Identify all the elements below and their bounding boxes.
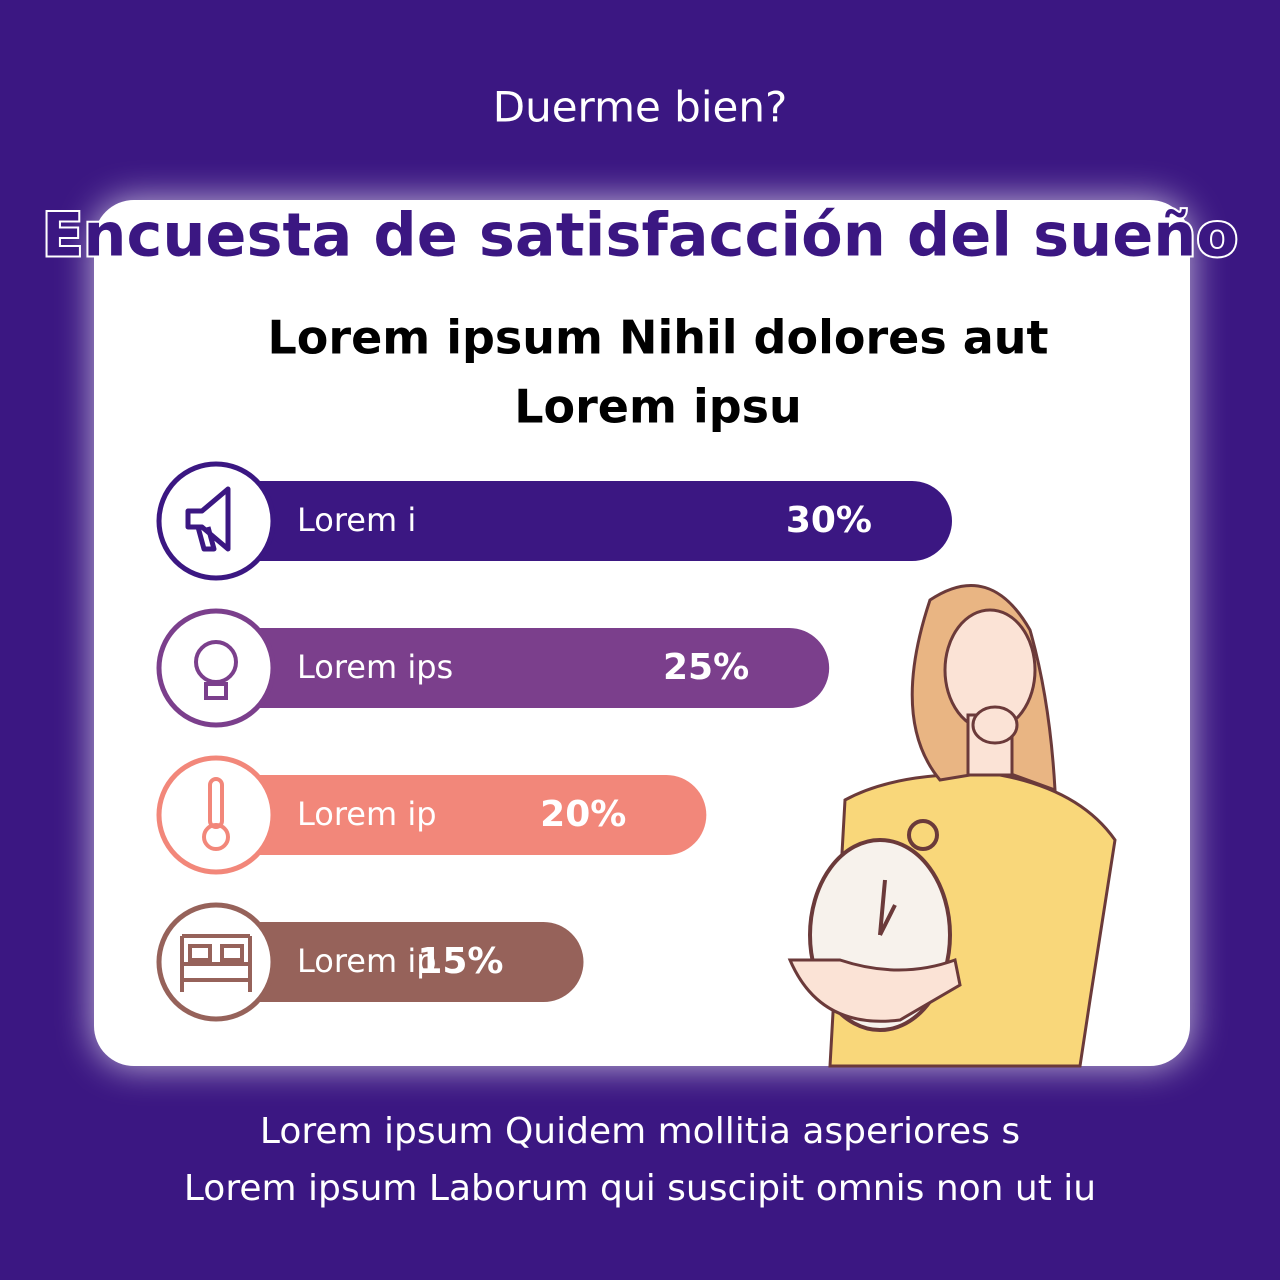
- icon: [204, 682, 228, 700]
- icon-circle: [156, 461, 276, 581]
- icon: [220, 944, 244, 962]
- icon: [180, 934, 252, 992]
- footer: Lorem ipsum Quidem mollitia asperiores s: [260, 1111, 1020, 1152]
- icon-circle: [156, 755, 276, 875]
- bar: [215, 775, 707, 855]
- bar: [215, 922, 584, 1002]
- title: Encuesta de satisfacción del sueño: [42, 201, 1238, 271]
- category-label: Lorem ip: [297, 942, 437, 980]
- illustration: [787, 584, 1117, 1068]
- heading: Lorem ipsu: [514, 380, 802, 434]
- icon: [185, 486, 231, 552]
- value-label: 15%: [417, 941, 503, 982]
- footer: Lorem ipsum Laborum qui suscipit omnis n…: [184, 1168, 1096, 1209]
- value-label: 30%: [786, 500, 872, 541]
- category-label: Lorem ip: [297, 795, 437, 833]
- icon: [188, 944, 212, 962]
- bars: Lorem i 30% Lorem ips 25% Lorem ip 20% Lorem i…: [156, 461, 952, 1022]
- category-label: Lorem ips: [297, 648, 453, 686]
- value-label: 20%: [540, 794, 626, 835]
- icon: [202, 823, 230, 851]
- value-label: 25%: [663, 647, 749, 688]
- subtitle: Duerme bien?: [493, 83, 788, 132]
- category-label: Lorem i: [297, 501, 416, 539]
- bar: [215, 481, 952, 561]
- icon-circle: [156, 608, 276, 728]
- bar: [215, 628, 830, 708]
- heading: Lorem ipsum Nihil dolores aut: [267, 311, 1048, 365]
